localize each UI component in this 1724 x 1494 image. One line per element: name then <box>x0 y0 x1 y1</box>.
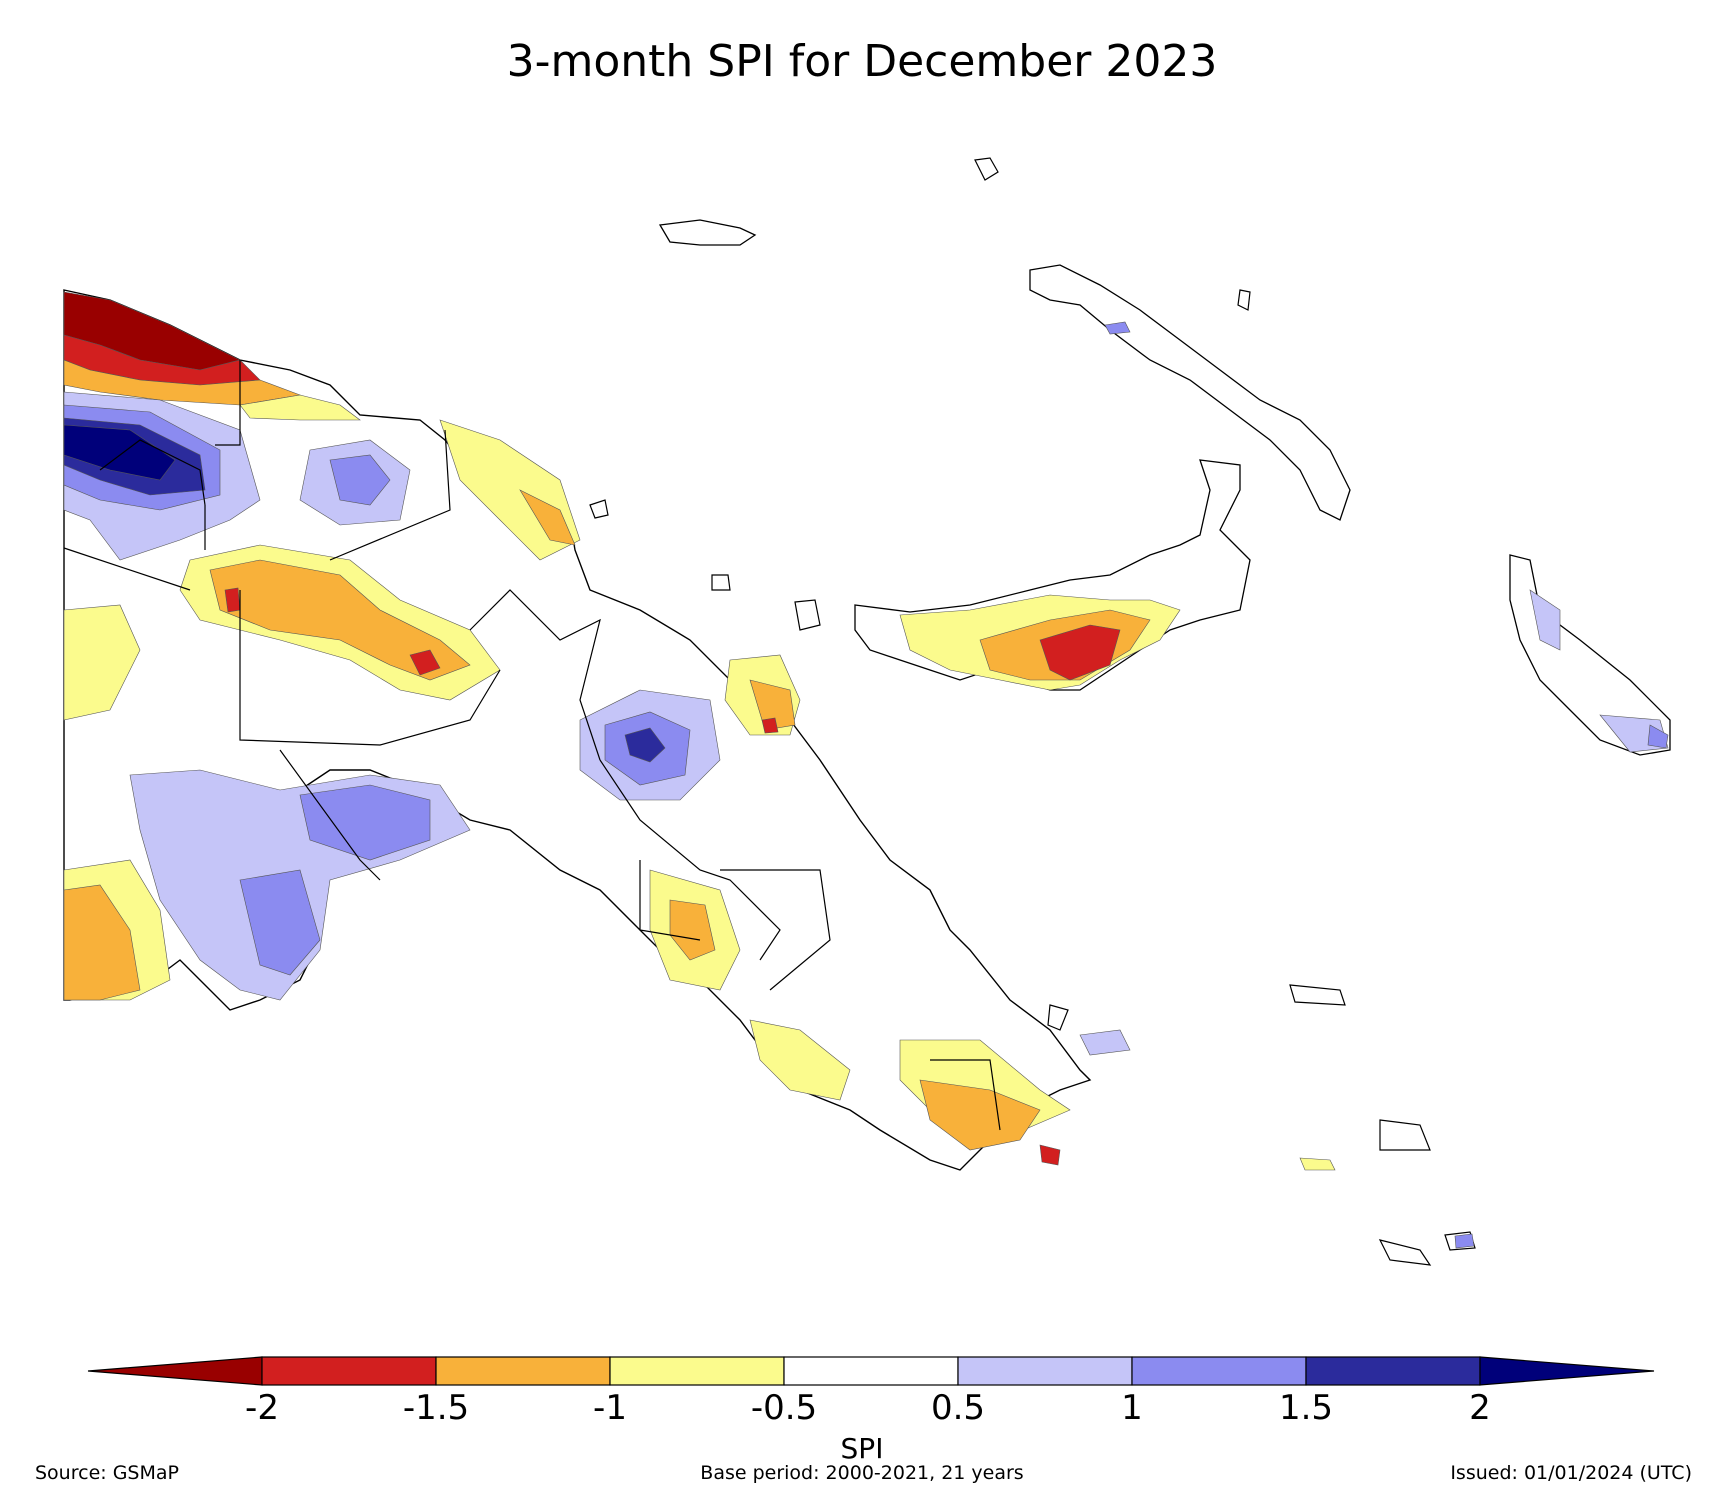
spi-region-severe-dry-new-britain <box>1039 624 1121 681</box>
manus-island <box>658 219 757 246</box>
colorbar-segment <box>957 1356 1133 1386</box>
source-label: Source: GSMaP <box>35 1462 179 1484</box>
colorbar-label: SPI <box>840 1432 884 1465</box>
spi-region-max-wet-west <box>63 424 176 481</box>
colorbar-tick-label: -0.5 <box>750 1388 818 1428</box>
small-islands <box>589 157 1476 1266</box>
island-very-wet-patch <box>1454 1233 1475 1249</box>
province-boundaries <box>63 360 1001 1131</box>
spi-region-dry-huon <box>749 679 796 731</box>
new-ireland-wet-patch <box>1104 321 1131 335</box>
spi-region-wet-bougainville <box>1529 589 1561 651</box>
island-mild-dry-patch <box>1299 1157 1336 1171</box>
spi-region-very-wet-south <box>299 784 431 861</box>
base-period-label: Base period: 2000-2021, 21 years <box>700 1462 1024 1484</box>
colorbar-tick-label: 1 <box>1121 1388 1143 1428</box>
spi-region-mild-dry-west <box>63 604 141 721</box>
colorbar-segment <box>609 1356 785 1386</box>
colorbar-tick-label: -1 <box>593 1388 627 1428</box>
map-title: 3-month SPI for December 2023 <box>506 36 1218 87</box>
colorbar-segment <box>1305 1356 1481 1386</box>
spi-region-mild-dry-nw <box>239 394 361 421</box>
colorbar-tick-label: -2 <box>245 1388 279 1428</box>
spi-region-dry-peninsula <box>669 899 716 961</box>
colorbar-extend-high <box>1479 1356 1655 1386</box>
island-wet-patch-se <box>1079 1029 1131 1056</box>
colorbar-tick-label: -1.5 <box>402 1388 470 1428</box>
spi-region-severe-dry-highlands <box>409 649 441 676</box>
colorbar-tick-label: 0.5 <box>930 1388 986 1428</box>
spi-region-dry-tip <box>919 1079 1041 1151</box>
spi-region-dry-sw <box>63 884 141 1001</box>
spi-region-extremely-wet-highlands <box>624 727 666 763</box>
spi-region-severe-dry-tip <box>1039 1144 1061 1166</box>
spi-region-severe-dry-huon <box>761 717 779 734</box>
spi-region-very-wet-south-2 <box>239 869 321 976</box>
colorbar-segment <box>261 1356 437 1386</box>
colorbar-segment <box>783 1356 959 1386</box>
issued-label: Issued: 01/01/2024 (UTC) <box>1450 1462 1692 1484</box>
spi-region-dry-highlands <box>209 559 471 681</box>
spi-region-mild-dry-se <box>749 1019 851 1101</box>
spi-region-very-wet-bougainville <box>1647 724 1669 749</box>
colorbar-extend-low <box>87 1356 263 1386</box>
spi-fills <box>63 291 1071 1166</box>
spi-region-very-wet-central-north <box>329 454 391 506</box>
colorbar-tick-label: 1.5 <box>1278 1388 1334 1428</box>
new-britain <box>854 459 1251 691</box>
colorbar-segment <box>1131 1356 1307 1386</box>
spi-region-dry-north-coast <box>519 489 576 546</box>
colorbar-tick-label: 2 <box>1469 1388 1491 1428</box>
colorbar-segment <box>435 1356 611 1386</box>
